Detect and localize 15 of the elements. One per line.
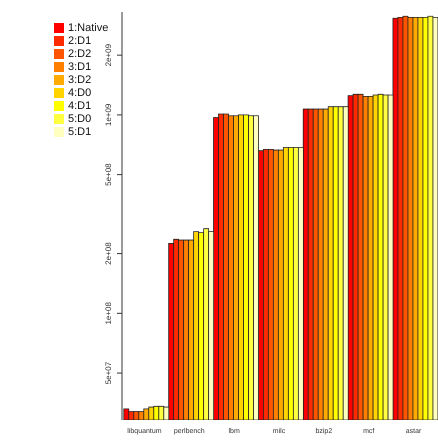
legend-label: 3:D1 <box>68 61 92 73</box>
y-tick-label: 2e+08 <box>104 242 113 265</box>
legend-label: 1:Native <box>68 22 108 34</box>
legend-label: 4:D1 <box>68 100 92 112</box>
legend-label: 5:D0 <box>68 113 92 125</box>
y-tick-label: 2e+09 <box>104 43 113 66</box>
legend-label: 2:D2 <box>68 48 92 60</box>
legend-label: 2:D1 <box>68 35 92 47</box>
y-tick-label: 5e+08 <box>104 162 113 186</box>
y-tick-label: 5e+07 <box>104 361 113 384</box>
y-tick-label: 1e+09 <box>104 103 113 126</box>
y-tick-label: 1e+08 <box>104 302 113 325</box>
legend-label: 4:D0 <box>68 87 92 99</box>
legend-label: 3:D2 <box>68 74 92 86</box>
legend-label: 5:D1 <box>68 126 92 138</box>
